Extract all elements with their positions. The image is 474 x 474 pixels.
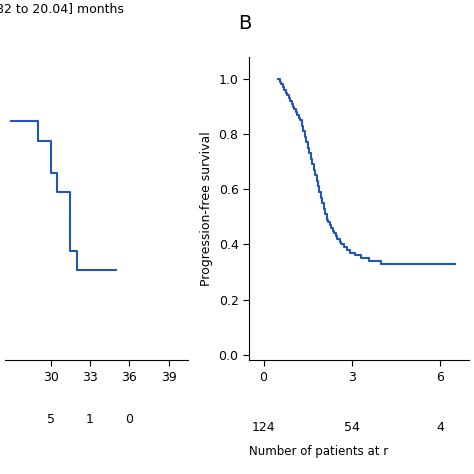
Text: 82 to 20.04] months: 82 to 20.04] months (0, 2, 123, 15)
Text: 5: 5 (46, 413, 55, 426)
Text: 124: 124 (252, 421, 275, 434)
Text: 0: 0 (125, 413, 133, 426)
Text: 1: 1 (86, 413, 94, 426)
Text: B: B (238, 14, 251, 33)
Text: 4: 4 (436, 421, 444, 434)
Y-axis label: Progression-free survival: Progression-free survival (200, 131, 213, 286)
Text: Number of patients at r: Number of patients at r (249, 445, 388, 458)
Text: 54: 54 (344, 421, 360, 434)
